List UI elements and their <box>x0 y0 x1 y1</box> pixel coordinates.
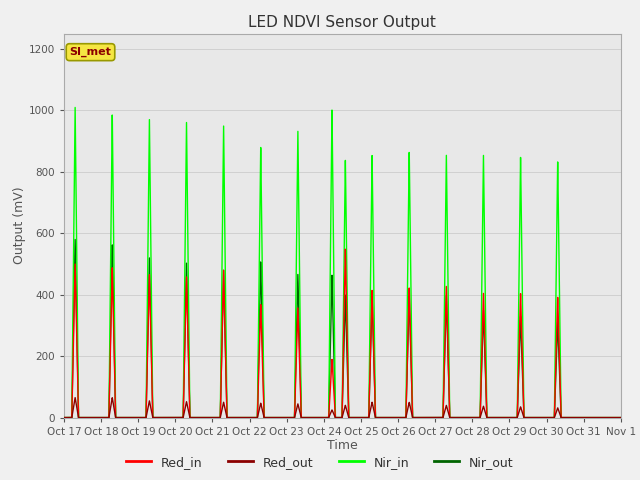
Y-axis label: Output (mV): Output (mV) <box>13 187 26 264</box>
Nir_out <box>503 415 511 420</box>
Red_in <box>473 415 481 420</box>
Legend: Red_in, Red_out, Nir_in, Nir_out: Red_in, Red_out, Nir_in, Nir_out <box>121 451 519 474</box>
Red_out <box>473 415 481 420</box>
Nir_in <box>262 415 269 420</box>
Text: SI_met: SI_met <box>70 47 111 57</box>
Nir_in <box>414 415 422 420</box>
Red_in <box>390 415 397 420</box>
Red_in <box>414 415 422 420</box>
Red_out <box>617 415 625 420</box>
Line: Red_in: Red_in <box>64 249 621 418</box>
Nir_out <box>473 415 481 420</box>
Red_in <box>60 415 68 420</box>
Nir_out <box>390 415 397 420</box>
Red_out <box>71 395 79 400</box>
Red_out <box>262 415 269 420</box>
Nir_in <box>503 415 511 420</box>
Nir_out <box>414 415 422 420</box>
X-axis label: Time: Time <box>327 439 358 453</box>
Nir_out <box>88 415 96 420</box>
Line: Nir_in: Nir_in <box>64 108 621 418</box>
Red_out <box>88 415 96 420</box>
Red_in <box>617 415 625 420</box>
Title: LED NDVI Sensor Output: LED NDVI Sensor Output <box>248 15 436 30</box>
Red_out <box>390 415 397 420</box>
Line: Red_out: Red_out <box>64 397 621 418</box>
Red_out <box>414 415 422 420</box>
Nir_out <box>617 415 625 420</box>
Red_out <box>503 415 511 420</box>
Nir_out <box>71 237 79 242</box>
Red_in <box>88 415 96 420</box>
Nir_out <box>60 415 68 420</box>
Nir_out <box>262 415 269 420</box>
Nir_in <box>60 415 68 420</box>
Red_in <box>262 415 269 420</box>
Nir_in <box>390 415 397 420</box>
Red_in <box>503 415 511 420</box>
Line: Nir_out: Nir_out <box>64 240 621 418</box>
Red_in <box>342 246 349 252</box>
Nir_in <box>617 415 625 420</box>
Nir_in <box>88 415 96 420</box>
Red_out <box>60 415 68 420</box>
Nir_in <box>71 105 79 110</box>
Nir_in <box>473 415 481 420</box>
